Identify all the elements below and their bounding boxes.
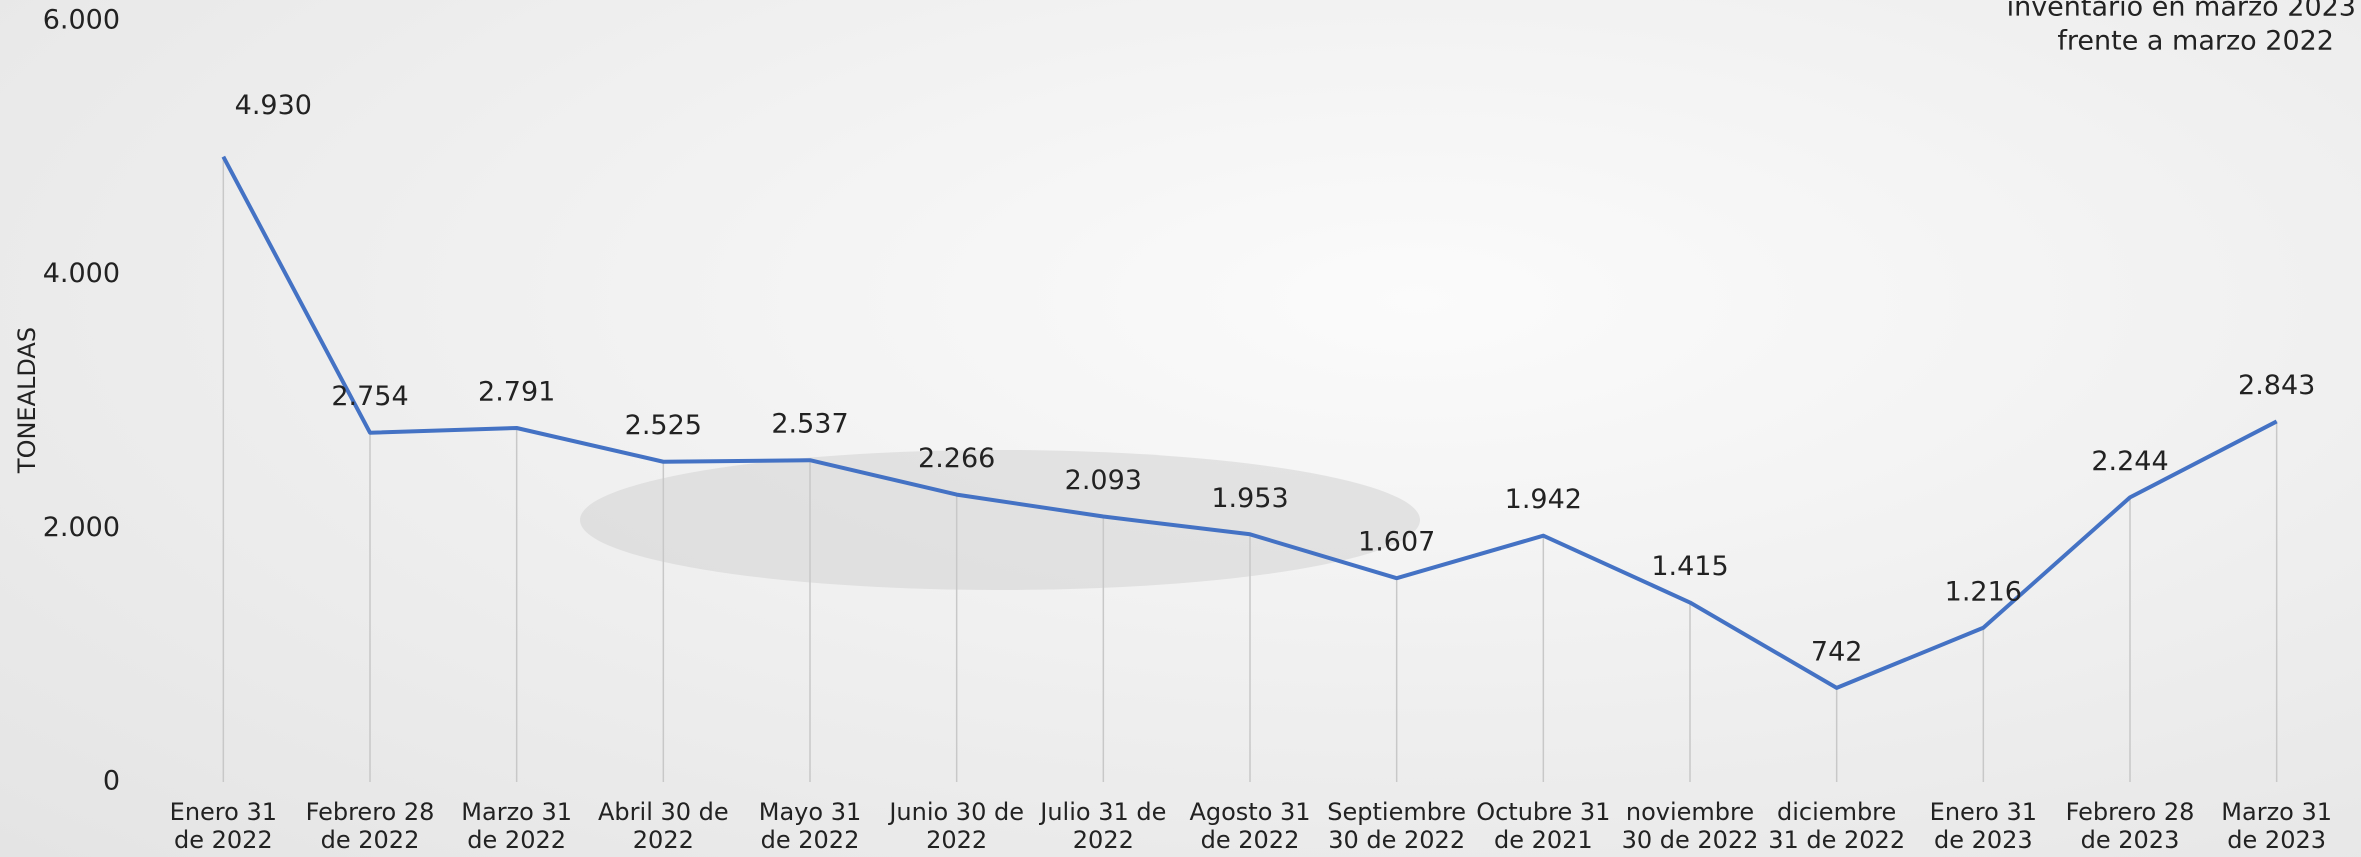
x-tick-label: Febrero 28 de 2022 xyxy=(300,798,440,854)
y-tick-label: 4.000 xyxy=(43,258,120,289)
data-label: 2.791 xyxy=(478,377,555,408)
y-tick-label: 2.000 xyxy=(43,512,120,543)
x-tick-label: Marzo 31 de 2023 xyxy=(2207,798,2347,854)
x-tick-label: Mayo 31 de 2022 xyxy=(740,798,880,854)
shadow-decoration xyxy=(580,450,1420,590)
data-label: 2.754 xyxy=(331,381,408,412)
x-tick-label: Septiembre 30 de 2022 xyxy=(1327,798,1467,854)
x-tick-label: Junio 30 de 2022 xyxy=(887,798,1027,854)
data-label: 1.942 xyxy=(1505,484,1582,515)
x-tick-label: Agosto 31 de 2022 xyxy=(1180,798,1320,854)
data-label: 2.525 xyxy=(625,410,702,441)
y-axis-label: TONEALDAS xyxy=(13,327,41,474)
data-label: 2.843 xyxy=(2238,370,2315,401)
y-tick-label: 0 xyxy=(103,766,120,797)
x-tick-label: Enero 31 de 2022 xyxy=(153,798,293,854)
data-label: 2.266 xyxy=(918,443,995,474)
data-label: 1.607 xyxy=(1358,527,1435,558)
data-label: 1.953 xyxy=(1211,483,1288,514)
x-tick-label: Enero 31 de 2023 xyxy=(1913,798,2053,854)
x-tick-label: Julio 31 de 2022 xyxy=(1033,798,1173,854)
data-label: 742 xyxy=(1811,636,1863,667)
x-tick-label: Abril 30 de 2022 xyxy=(593,798,733,854)
data-label: 2.244 xyxy=(2091,446,2168,477)
x-tick-label: Octubre 31 de 2021 xyxy=(1473,798,1613,854)
annotation: frente a marzo 2022 xyxy=(2057,26,2334,57)
x-tick-label: noviembre 30 de 2022 xyxy=(1620,798,1760,854)
x-tick-label: Febrero 28 de 2023 xyxy=(2060,798,2200,854)
y-tick-label: 6.000 xyxy=(43,5,120,36)
data-label: 1.216 xyxy=(1945,576,2022,607)
data-label: 2.537 xyxy=(771,409,848,440)
x-tick-label: Marzo 31 de 2022 xyxy=(447,798,587,854)
x-tick-label: diciembre 31 de 2022 xyxy=(1767,798,1907,854)
data-label: 4.930 xyxy=(235,90,312,121)
data-label: 2.093 xyxy=(1065,465,1142,496)
chart-page: TONEALDAS inventario en marzo 2023 frent… xyxy=(0,0,2361,857)
data-label: 1.415 xyxy=(1651,551,1728,582)
annotation: inventario en marzo 2023 xyxy=(2007,0,2356,23)
chart: TONEALDAS inventario en marzo 2023 frent… xyxy=(0,0,2361,857)
